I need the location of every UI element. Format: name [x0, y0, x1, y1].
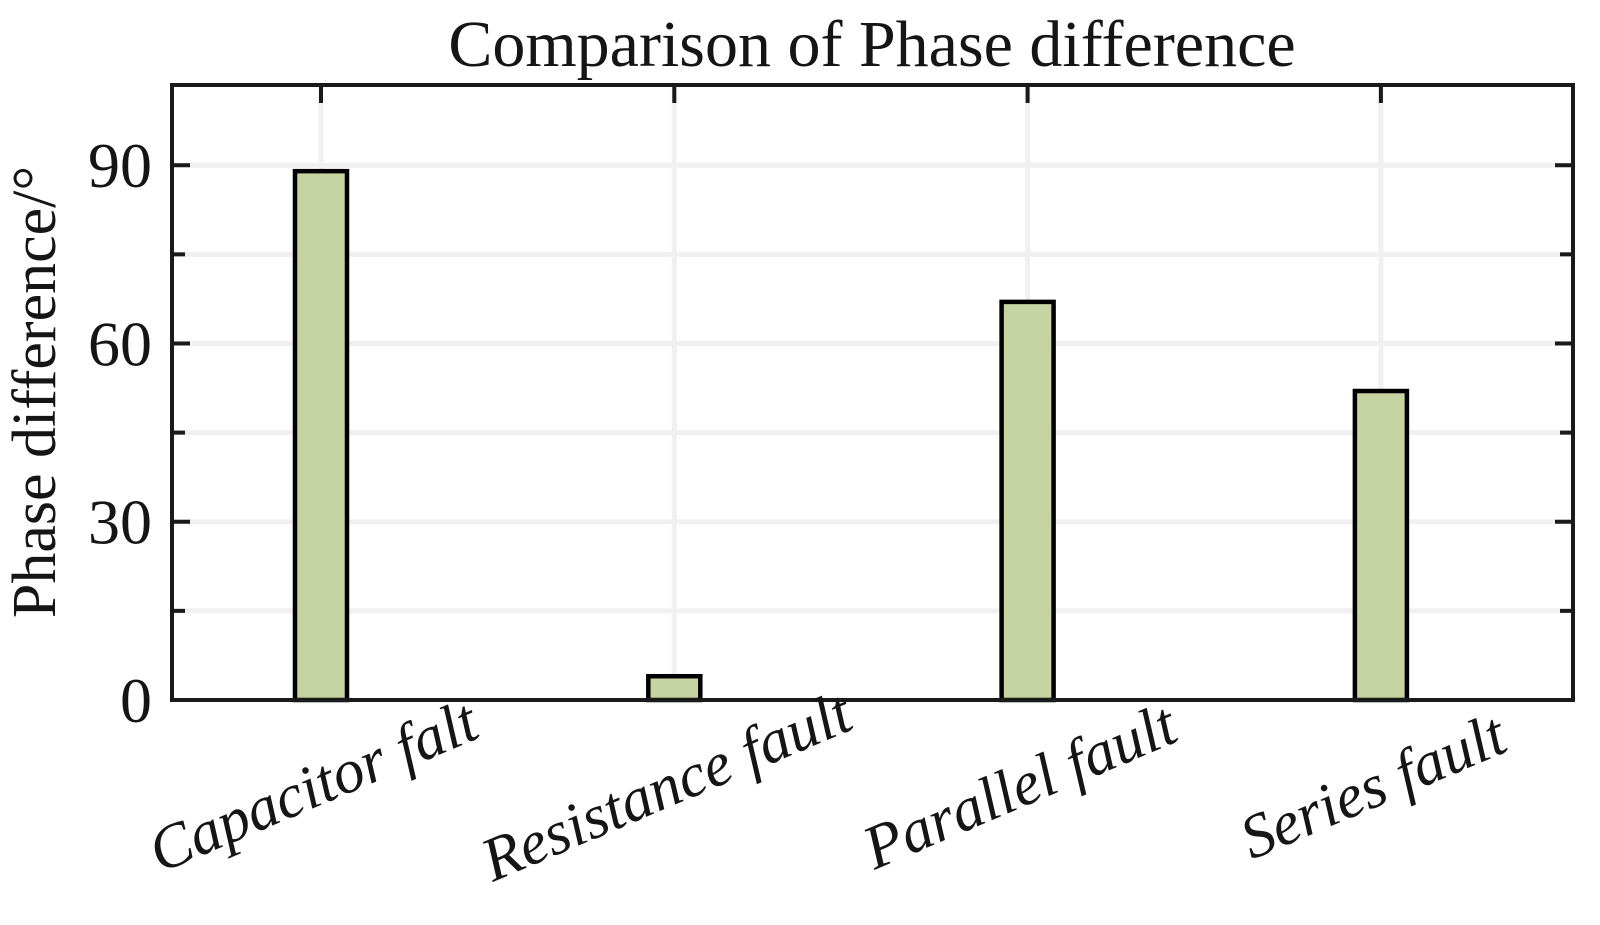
y-tick-label: 30 [88, 487, 152, 558]
axis-ticks-layer [174, 87, 1571, 698]
bar [292, 168, 350, 703]
bar [999, 299, 1056, 703]
x-tick-label: Parallel fault [853, 690, 1188, 884]
x-tick-label: Capacitor falt [139, 686, 489, 886]
chart-title: Comparison of Phase difference [448, 8, 1295, 81]
y-tick-label: 0 [120, 665, 152, 736]
bars-layer [292, 168, 1410, 703]
y-tick-labels-layer: 0 30 60 90 [88, 130, 152, 736]
y-tick-label: 60 [88, 308, 152, 379]
plot-border [170, 83, 1575, 702]
y-axis-label: Phase difference/° [1, 166, 69, 618]
x-tick-label: Series fault [1231, 700, 1518, 873]
bar [646, 673, 703, 703]
x-tick-label: Resistance fault [471, 678, 863, 896]
y-tick-label: 90 [88, 130, 152, 201]
bar [1352, 388, 1410, 703]
